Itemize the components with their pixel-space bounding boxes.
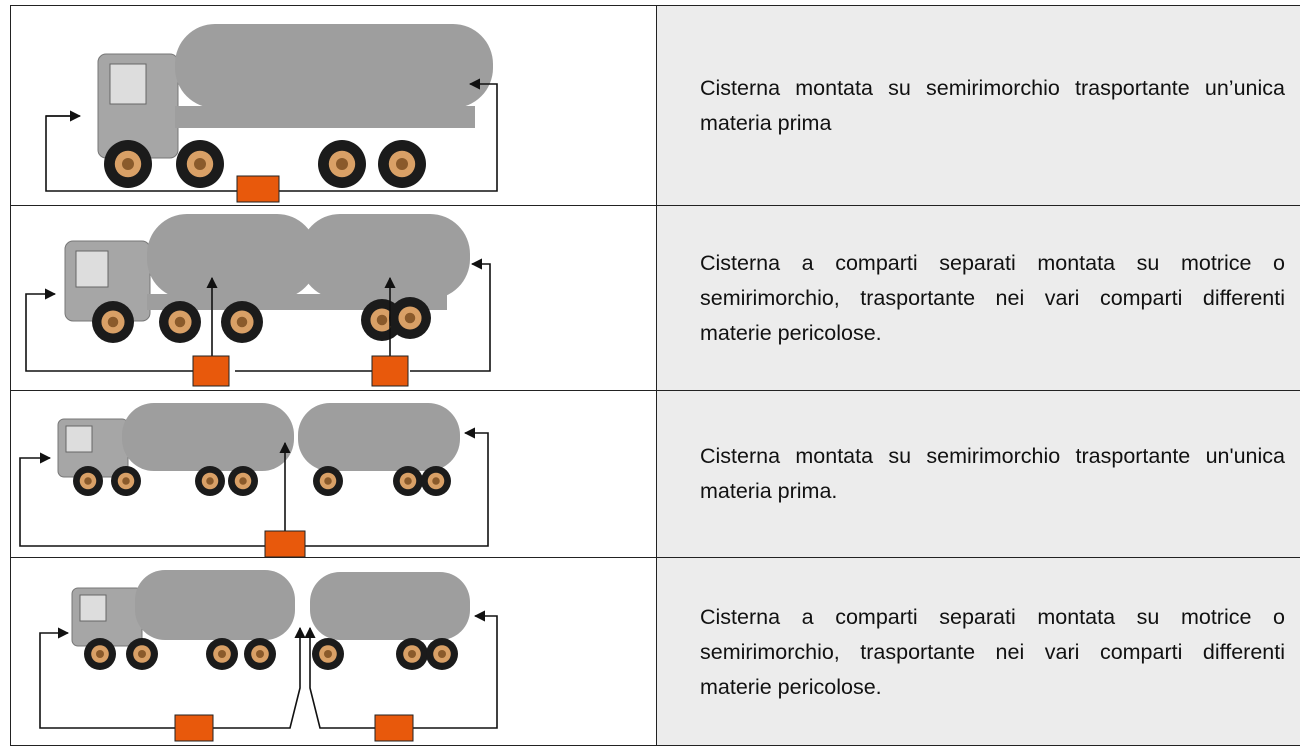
description: Cisterna montata su semirimorchio traspo… <box>700 75 1285 135</box>
valve-box <box>264 530 306 557</box>
wheel <box>396 638 428 670</box>
description: Cisterna montata su semirimorchio traspo… <box>700 444 1285 503</box>
valve-box <box>192 355 230 387</box>
wheel <box>126 638 158 670</box>
table-row: Cisterna montata su semirimorchio traspo… <box>10 390 1300 557</box>
circuit-line <box>305 427 489 547</box>
wheel <box>393 466 423 496</box>
tank <box>122 403 294 471</box>
circuit-line <box>304 626 375 729</box>
wheel <box>421 466 451 496</box>
tank <box>135 570 295 640</box>
truck-image <box>10 6 657 205</box>
wheel <box>176 140 224 188</box>
wheel <box>221 301 263 343</box>
truck-drawing <box>19 403 489 557</box>
table-row: Cisterna a comparti separati montata su … <box>10 557 1300 746</box>
wheel <box>318 140 366 188</box>
description-cell: Cisterna a comparti separati montata su … <box>657 206 1300 390</box>
wheel <box>206 638 238 670</box>
wheel <box>195 466 225 496</box>
description-cell: Cisterna a comparti separati montata su … <box>657 558 1300 746</box>
wheel <box>84 638 116 670</box>
tank <box>298 403 460 471</box>
wheel <box>389 297 431 339</box>
tank <box>175 24 493 108</box>
wheel <box>111 466 141 496</box>
wheel <box>312 638 344 670</box>
window <box>75 250 109 288</box>
description: Cisterna a comparti separati montata su … <box>700 250 1285 345</box>
circuit-line <box>410 258 491 372</box>
wheel <box>159 301 201 343</box>
circuit-line <box>413 610 498 729</box>
tank <box>300 214 470 299</box>
tank <box>310 572 470 640</box>
tank <box>147 214 317 299</box>
wheel <box>378 140 426 188</box>
truck-image <box>10 206 657 390</box>
circuit-line <box>213 626 306 729</box>
valve-box <box>236 175 280 203</box>
circuit-line <box>39 627 175 729</box>
wheel <box>244 638 276 670</box>
description: Cisterna a comparti separati montata su … <box>700 604 1285 699</box>
wheel <box>228 466 258 496</box>
truck-drawing <box>39 570 498 742</box>
circuit-line <box>25 288 200 372</box>
table-row: Cisterna a comparti separati montata su … <box>10 205 1300 390</box>
truck-drawing <box>45 24 498 203</box>
wheel <box>104 140 152 188</box>
window <box>79 594 107 622</box>
truck-drawing <box>25 214 491 387</box>
circuit-line <box>19 452 265 547</box>
truck-image <box>10 391 657 557</box>
wheel <box>313 466 343 496</box>
wheel <box>426 638 458 670</box>
window <box>65 425 93 453</box>
window <box>109 63 147 105</box>
wheel <box>92 301 134 343</box>
description-cell: Cisterna montata su semirimorchio traspo… <box>657 391 1300 557</box>
table-row: Cisterna montata su semirimorchio traspo… <box>10 5 1300 205</box>
valve-box <box>174 714 214 742</box>
chassis <box>175 106 475 128</box>
valve-box <box>374 714 414 742</box>
description-cell: Cisterna montata su semirimorchio traspo… <box>657 6 1300 205</box>
valve-box <box>371 355 409 387</box>
truck-image <box>10 558 657 746</box>
wheel <box>73 466 103 496</box>
